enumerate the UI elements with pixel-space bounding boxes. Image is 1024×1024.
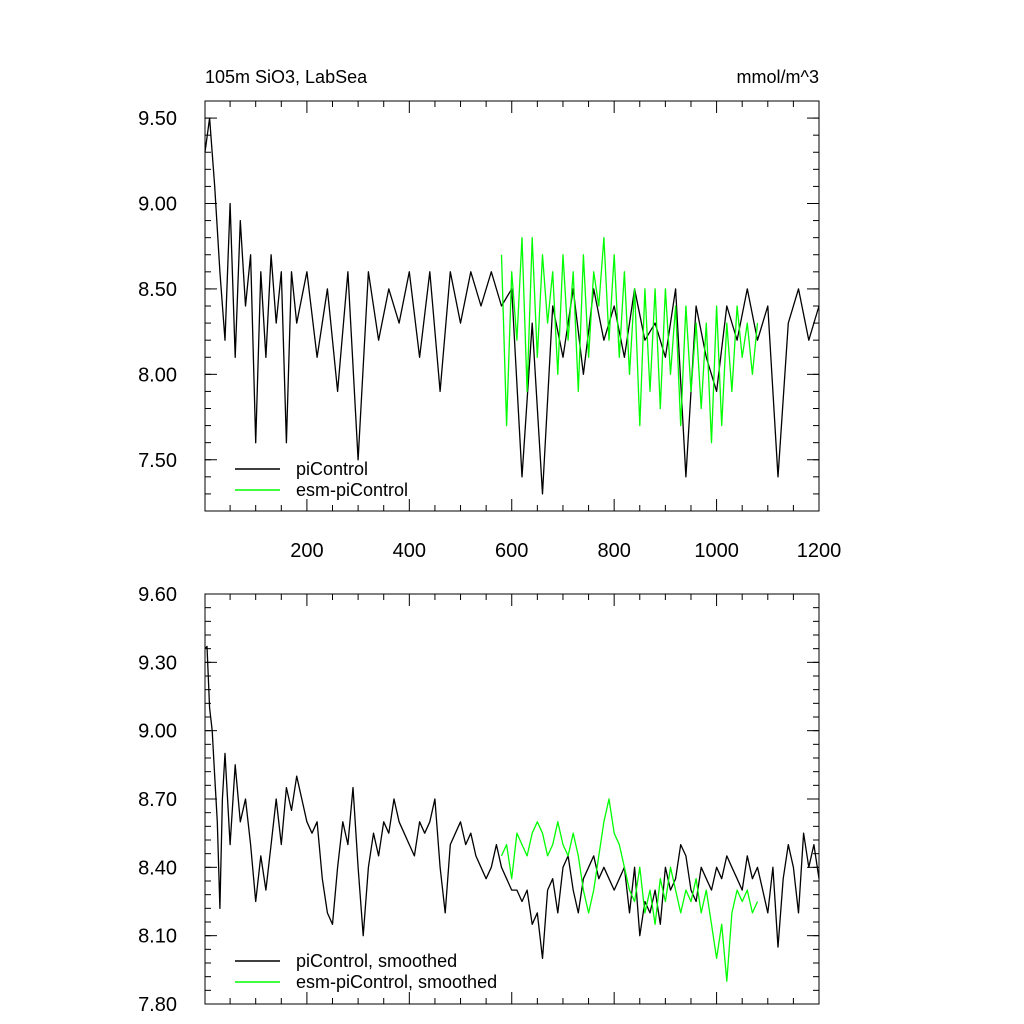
top-x-tick-label: 200 — [290, 540, 323, 562]
top-y-tick-label: 7.50 — [138, 450, 177, 472]
top-y-tick-label: 8.00 — [138, 364, 177, 386]
bottom-y-tick-label: 7.80 — [138, 994, 177, 1016]
top-axes-layer: 7.50 8.00 8.50 9.00 9.50 200 400 600 800 1000 1200 — [138, 100, 842, 562]
top-x-tick-label: 600 — [495, 540, 528, 562]
top-y-tick-label: 8.50 — [138, 279, 177, 301]
top-x-tick-label: 800 — [597, 540, 630, 562]
top-series-layer — [204, 117, 820, 495]
bottom-y-tick-label: 9.30 — [138, 652, 177, 674]
bottom-y-tick-label: 8.40 — [138, 857, 177, 879]
bottom-series-line-esm-picontrol-smoothed — [500, 798, 759, 982]
top-chart-title: 105m SiO3, LabSea — [205, 67, 368, 87]
bottom-y-tick-label: 8.10 — [138, 926, 177, 948]
bottom-y-tick-label: 8.70 — [138, 789, 177, 811]
bottom-series-line-picontrol-smoothed — [204, 645, 820, 960]
bottom-plot-frame — [204, 593, 820, 1005]
bottom-legend: piControl, smoothed esm-piControl, smoot… — [235, 951, 497, 992]
top-x-tick-label: 1200 — [797, 540, 842, 562]
top-legend-label-esm-picontrol: esm-piControl — [296, 480, 408, 500]
bottom-axes-layer: 7.80 8.10 8.40 8.70 9.00 9.30 9.60 — [138, 584, 820, 1016]
bottom-y-tick-label: 9.60 — [138, 584, 177, 606]
top-legend: piControl esm-piControl — [235, 459, 408, 500]
top-series-line-esm-picontrol — [500, 237, 759, 444]
top-chart: 105m SiO3, LabSea mmol/m^3 7.50 8.00 8.50 9… — [138, 67, 841, 562]
top-y-tick-label: 9.50 — [138, 108, 177, 130]
bottom-legend-label-picontrol: piControl, smoothed — [296, 951, 457, 971]
top-legend-label-picontrol: piControl — [296, 459, 368, 479]
bottom-series-layer — [204, 645, 820, 982]
bottom-y-tick-label: 9.00 — [138, 721, 177, 743]
top-chart-units: mmol/m^3 — [737, 67, 819, 87]
bottom-legend-label-esm-picontrol: esm-piControl, smoothed — [296, 972, 497, 992]
top-x-tick-label: 400 — [393, 540, 426, 562]
top-series-line-picontrol — [204, 117, 820, 495]
top-y-tick-label: 9.00 — [138, 194, 177, 216]
bottom-chart: 7.80 8.10 8.40 8.70 9.00 9.30 9.60 piControl, … — [138, 584, 820, 1016]
top-x-tick-label: 1000 — [694, 540, 739, 562]
